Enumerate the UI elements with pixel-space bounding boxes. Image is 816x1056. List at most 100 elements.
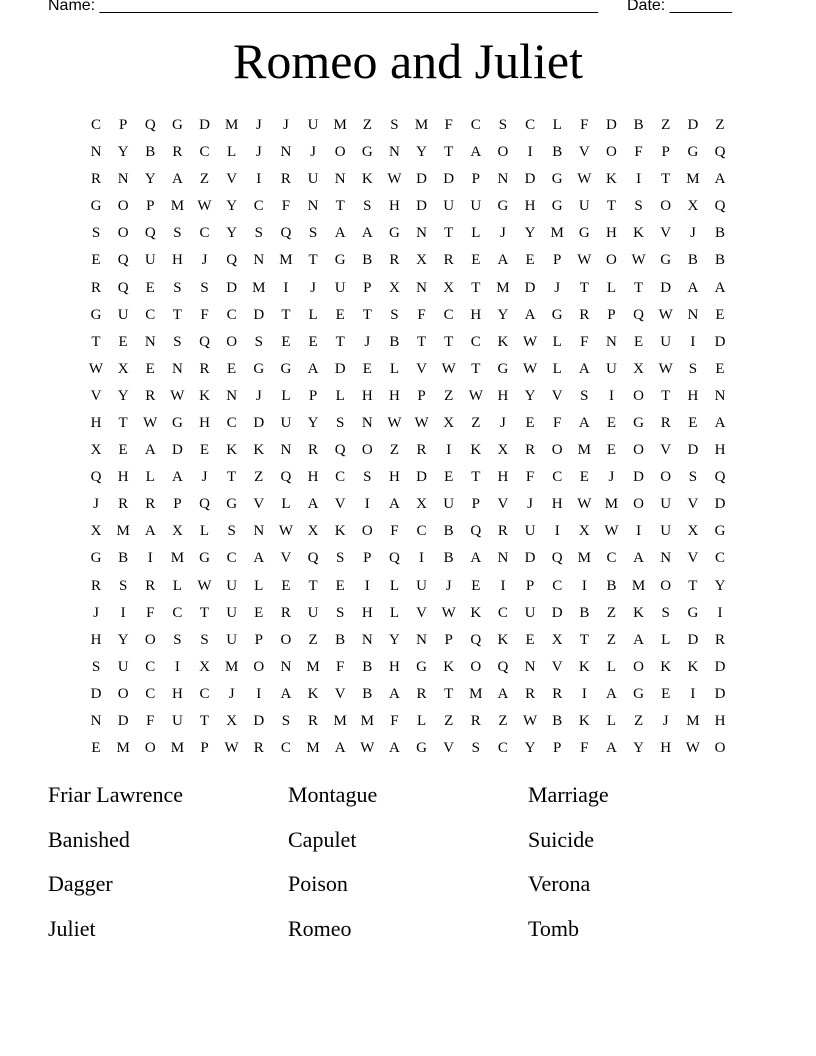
grid-letter[interactable]: Z bbox=[606, 604, 617, 621]
grid-letter[interactable]: J bbox=[527, 496, 533, 513]
grid-letter[interactable]: L bbox=[308, 306, 318, 323]
grid-letter[interactable]: F bbox=[281, 198, 291, 215]
grid-letter[interactable]: F bbox=[417, 306, 426, 323]
grid-letter[interactable]: E bbox=[254, 604, 264, 621]
grid-letter[interactable]: K bbox=[497, 631, 509, 648]
grid-letter[interactable]: P bbox=[471, 171, 480, 188]
grid-letter[interactable]: L bbox=[471, 225, 481, 242]
grid-letter[interactable]: Z bbox=[362, 117, 372, 133]
grid-letter[interactable]: E bbox=[688, 414, 698, 431]
grid-letter[interactable]: E bbox=[634, 333, 644, 350]
grid-letter[interactable]: B bbox=[552, 144, 563, 161]
grid-letter[interactable]: G bbox=[633, 414, 645, 431]
grid-letter[interactable]: Y bbox=[524, 387, 536, 404]
grid-letter[interactable]: E bbox=[281, 333, 291, 350]
grid-letter[interactable]: V bbox=[578, 144, 590, 161]
grid-letter[interactable]: G bbox=[551, 306, 563, 323]
grid-letter[interactable]: I bbox=[554, 523, 560, 540]
grid-letter[interactable]: X bbox=[497, 442, 509, 459]
grid-letter[interactable]: D bbox=[524, 279, 536, 296]
grid-letter[interactable]: H bbox=[606, 225, 617, 242]
grid-letter[interactable]: Q bbox=[117, 279, 129, 296]
grid-letter[interactable]: E bbox=[715, 360, 725, 377]
grid-letter[interactable]: E bbox=[308, 333, 318, 350]
grid-letter[interactable]: N bbox=[171, 360, 183, 377]
grid-letter[interactable]: H bbox=[551, 496, 563, 513]
grid-letter[interactable]: D bbox=[633, 469, 645, 486]
grid-letter[interactable]: O bbox=[551, 442, 563, 459]
grid-letter[interactable]: G bbox=[551, 198, 563, 215]
grid-letter[interactable]: M bbox=[686, 171, 700, 188]
grid-letter[interactable]: N bbox=[687, 306, 699, 323]
grid-letter[interactable]: F bbox=[634, 144, 643, 161]
grid-letter[interactable]: A bbox=[578, 414, 590, 431]
grid-letter[interactable]: F bbox=[580, 333, 589, 350]
grid-letter[interactable]: M bbox=[496, 279, 510, 296]
grid-letter[interactable]: A bbox=[524, 306, 536, 323]
grid-letter[interactable]: I bbox=[364, 577, 370, 594]
grid-letter[interactable]: D bbox=[253, 306, 265, 323]
grid-letter[interactable]: Q bbox=[334, 442, 346, 459]
grid-letter[interactable]: R bbox=[470, 712, 481, 729]
grid-letter[interactable]: K bbox=[470, 604, 482, 621]
grid-letter[interactable]: J bbox=[689, 225, 696, 242]
grid-letter[interactable]: G bbox=[171, 117, 183, 133]
grid-letter[interactable]: U bbox=[117, 658, 129, 675]
grid-letter[interactable]: M bbox=[631, 577, 646, 594]
grid-letter[interactable]: N bbox=[416, 631, 427, 648]
grid-letter[interactable]: L bbox=[145, 469, 155, 486]
grid-letter[interactable]: T bbox=[661, 171, 671, 188]
grid-letter[interactable]: L bbox=[606, 658, 617, 675]
grid-letter[interactable]: V bbox=[687, 496, 699, 513]
grid-letter[interactable]: A bbox=[280, 685, 292, 702]
grid-letter[interactable]: S bbox=[118, 577, 128, 594]
grid-letter[interactable]: G bbox=[199, 550, 210, 567]
grid-letter[interactable]: J bbox=[93, 496, 99, 513]
grid-letter[interactable]: C bbox=[199, 685, 210, 702]
grid-letter[interactable]: U bbox=[660, 523, 672, 540]
grid-letter[interactable]: R bbox=[497, 523, 508, 540]
grid-letter[interactable]: U bbox=[578, 198, 590, 215]
grid-letter[interactable]: D bbox=[334, 360, 346, 377]
grid-letter[interactable]: T bbox=[199, 712, 210, 729]
grid-letter[interactable]: D bbox=[606, 117, 617, 133]
grid-letter[interactable]: C bbox=[145, 306, 156, 323]
grid-letter[interactable]: E bbox=[606, 442, 617, 459]
grid-letter[interactable]: Q bbox=[633, 306, 645, 323]
grid-letter[interactable]: Q bbox=[714, 144, 726, 161]
grid-letter[interactable]: N bbox=[361, 414, 373, 431]
grid-letter[interactable]: F bbox=[146, 604, 155, 621]
grid-letter[interactable]: L bbox=[254, 577, 264, 594]
grid-letter[interactable]: J bbox=[282, 117, 289, 133]
grid-letter[interactable]: S bbox=[254, 225, 263, 242]
grid-letter[interactable]: Z bbox=[444, 387, 454, 404]
name-field[interactable]: Name: __________________________________… bbox=[48, 0, 598, 14]
grid-letter[interactable]: B bbox=[362, 685, 373, 702]
grid-letter[interactable]: G bbox=[90, 550, 102, 567]
grid-letter[interactable]: X bbox=[389, 279, 400, 296]
grid-letter[interactable]: U bbox=[606, 360, 617, 377]
grid-letter[interactable]: D bbox=[253, 712, 265, 729]
grid-letter[interactable]: A bbox=[253, 550, 265, 567]
grid-letter[interactable]: S bbox=[335, 604, 345, 621]
grid-letter[interactable]: O bbox=[606, 252, 617, 269]
grid-letter[interactable]: M bbox=[116, 523, 130, 540]
grid-letter[interactable]: T bbox=[362, 306, 372, 323]
grid-letter[interactable]: U bbox=[524, 604, 536, 621]
grid-letter[interactable]: X bbox=[687, 523, 699, 540]
grid-letter[interactable]: W bbox=[224, 740, 239, 757]
grid-letter[interactable]: G bbox=[660, 252, 672, 269]
grid-letter[interactable]: Y bbox=[714, 577, 726, 594]
grid-letter[interactable]: Y bbox=[226, 198, 238, 215]
grid-letter[interactable]: N bbox=[117, 171, 129, 188]
grid-letter[interactable]: D bbox=[660, 279, 672, 296]
grid-letter[interactable]: A bbox=[307, 496, 319, 513]
grid-letter[interactable]: J bbox=[445, 577, 452, 594]
grid-letter[interactable]: H bbox=[389, 198, 400, 215]
grid-letter[interactable]: S bbox=[688, 360, 698, 377]
grid-letter[interactable]: V bbox=[280, 550, 292, 567]
grid-letter[interactable]: Y bbox=[416, 144, 427, 161]
grid-letter[interactable]: V bbox=[687, 550, 699, 567]
grid-letter[interactable]: R bbox=[253, 740, 264, 757]
grid-letter[interactable]: I bbox=[608, 387, 614, 404]
